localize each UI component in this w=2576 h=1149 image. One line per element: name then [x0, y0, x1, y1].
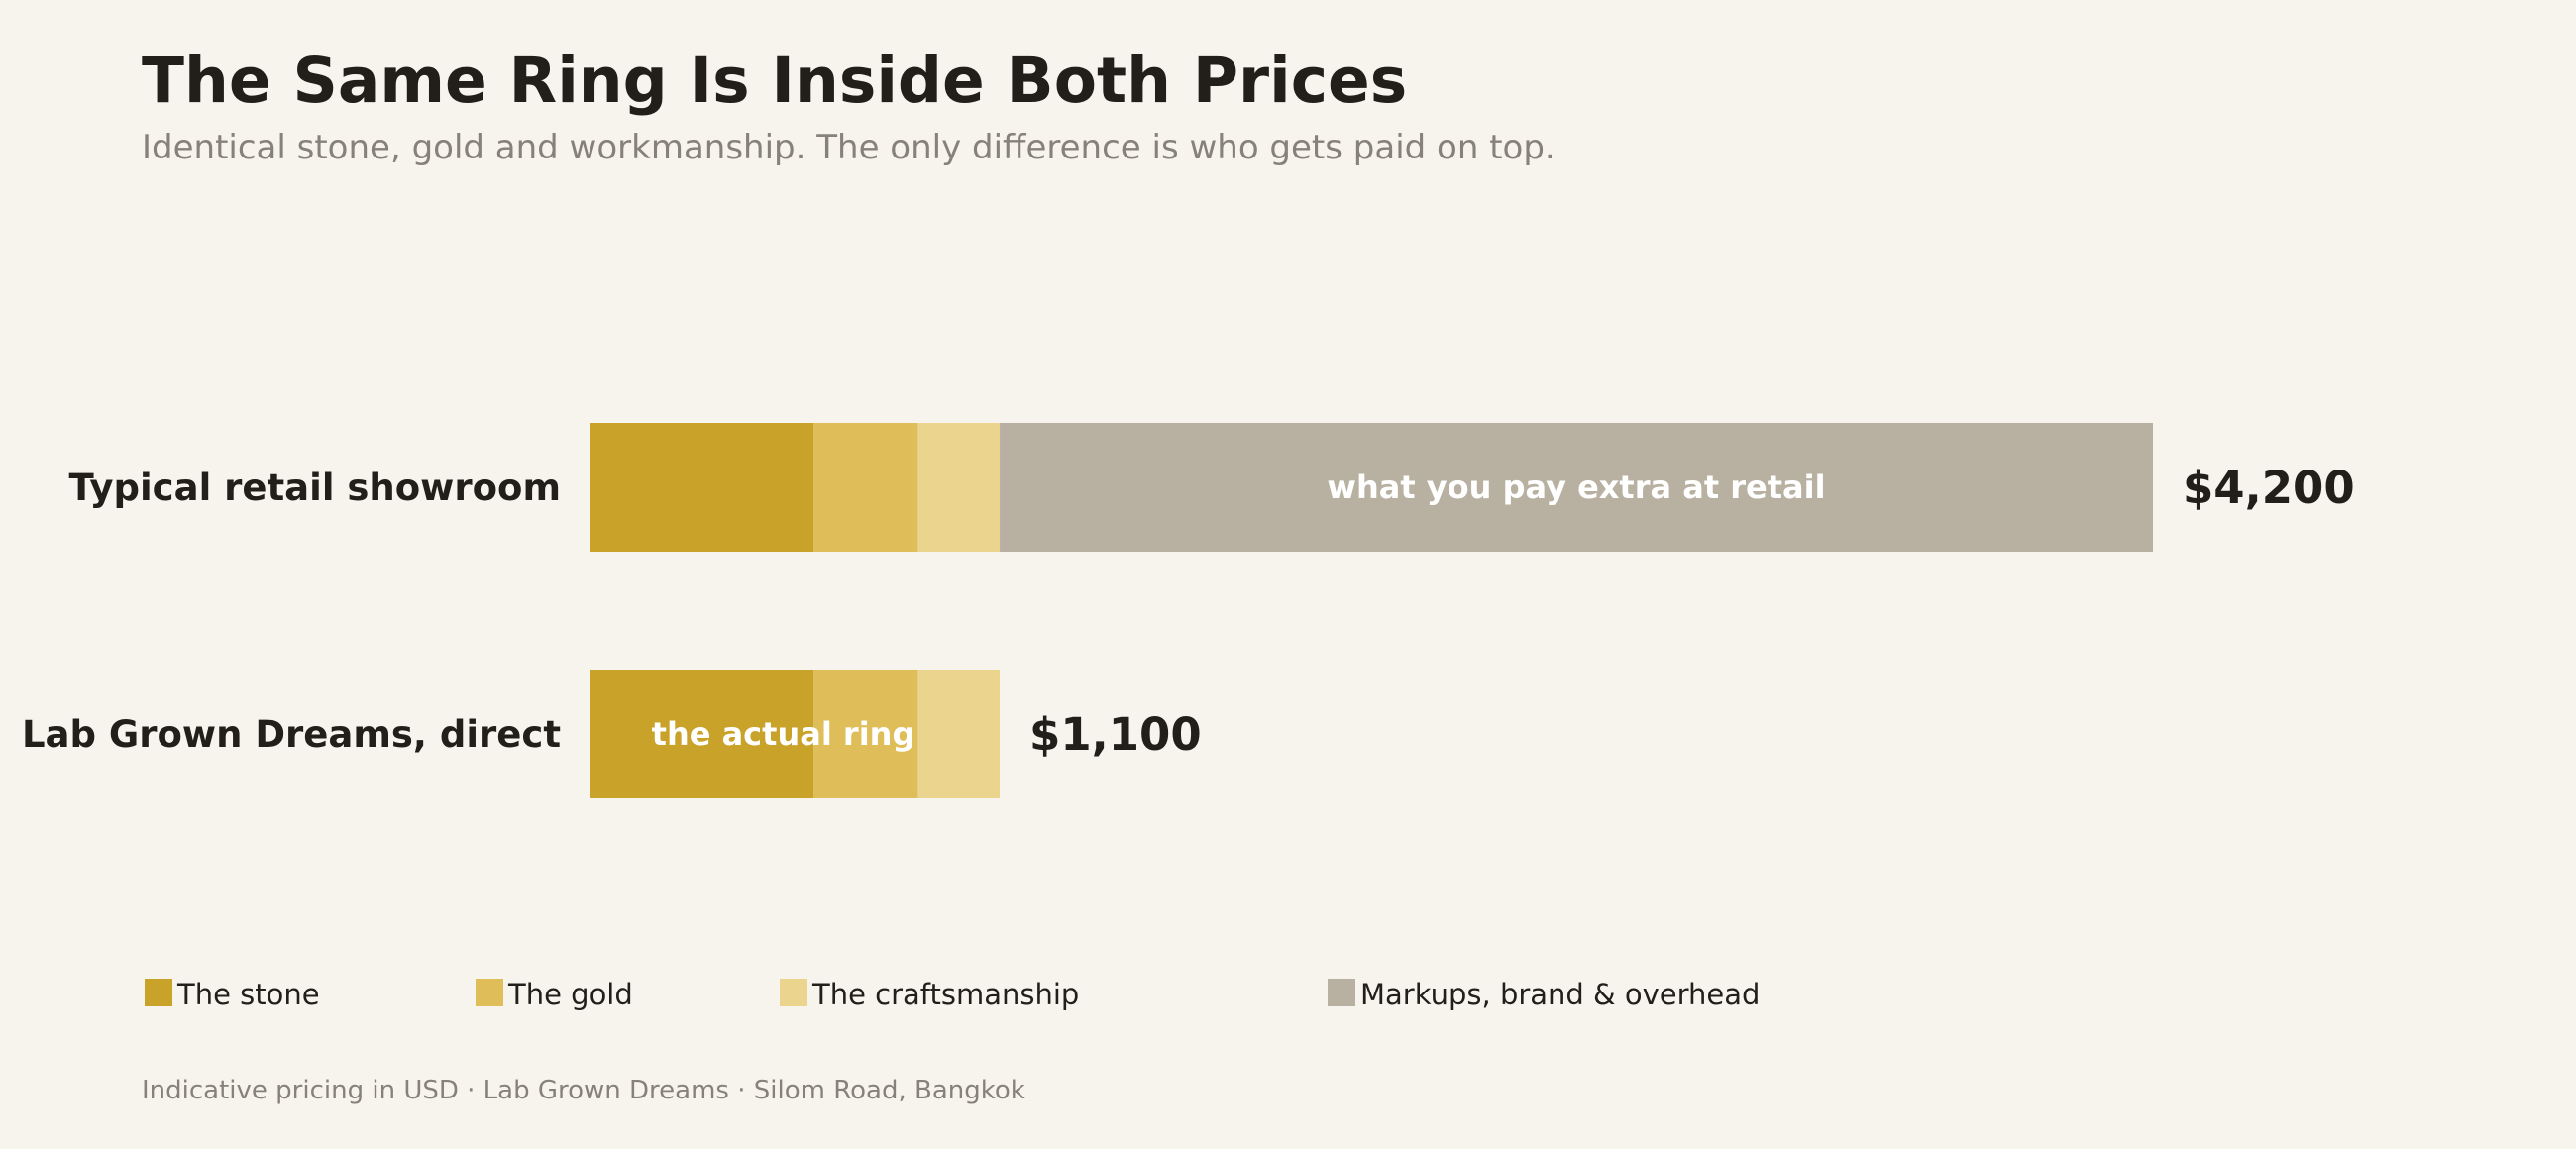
legend-swatch — [780, 979, 807, 1006]
legend-swatch — [1328, 979, 1355, 1006]
bars-group: Typical retail showroom what you pay extr… — [22, 423, 2355, 798]
legend-label: The stone — [176, 978, 320, 1011]
bar-segment — [917, 670, 1001, 798]
bar-annotation: what you pay extra at retail — [1327, 469, 1825, 506]
legend-label: The craftsmanship — [811, 978, 1079, 1011]
legend-label: The gold — [507, 978, 633, 1011]
legend-swatch — [145, 979, 172, 1006]
bar-segment — [813, 670, 918, 798]
chart-title: The Same Ring Is Inside Both Prices — [142, 45, 1407, 117]
footer-note: Indicative pricing in USD · Lab Grown Dr… — [142, 1076, 1025, 1105]
bar-segment — [590, 670, 814, 798]
bar-segment — [590, 423, 814, 552]
chart-subtitle: Identical stone, gold and workmanship. T… — [142, 128, 1556, 167]
legend-label: Markups, brand & overhead — [1360, 978, 1760, 1011]
category-label: Typical retail showroom — [69, 467, 561, 509]
bar-segment — [813, 423, 918, 552]
bar-annotation: the actual ring — [652, 715, 915, 753]
bar-segment — [1000, 423, 2153, 552]
legend-swatch — [476, 979, 503, 1006]
category-label: Lab Grown Dreams, direct — [22, 713, 561, 756]
bar-segment — [917, 423, 1001, 552]
legend: The stone The gold The craftsmanship Markup… — [145, 978, 1760, 1011]
bar-total-label: $4,200 — [2183, 462, 2355, 514]
bar-total-label: $1,100 — [1029, 708, 1202, 761]
